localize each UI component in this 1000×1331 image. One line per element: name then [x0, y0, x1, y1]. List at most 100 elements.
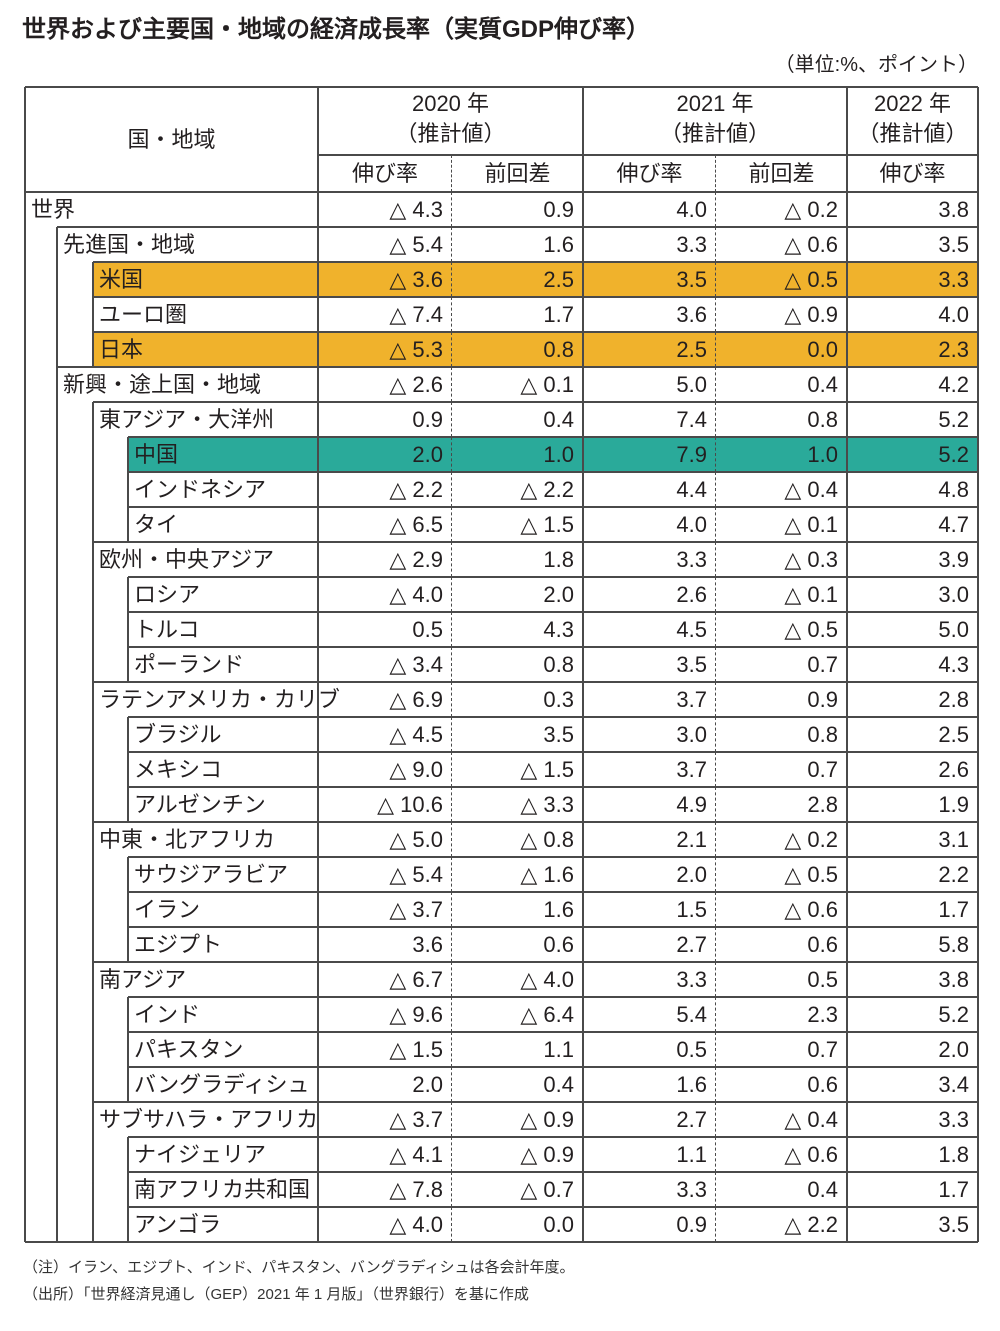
rule — [24, 1172, 26, 1207]
rule — [127, 892, 129, 927]
rule — [715, 1032, 717, 1067]
cell: 1.6 — [676, 1072, 707, 1097]
row-label: サウジアラビア — [134, 862, 289, 887]
rule — [24, 437, 26, 472]
rule — [715, 262, 717, 297]
cell: △ 3.6 — [389, 267, 443, 292]
cell: △ 0.4 — [784, 1107, 838, 1132]
cell: 3.6 — [412, 932, 443, 957]
rule — [582, 892, 584, 927]
rule — [977, 192, 979, 227]
rule — [451, 542, 453, 577]
cell: 3.4 — [938, 1072, 969, 1097]
row-label: パキスタン — [134, 1037, 244, 1062]
rule — [582, 1102, 584, 1137]
rule — [56, 297, 58, 332]
rule — [317, 1032, 319, 1067]
cell: 5.4 — [676, 1002, 707, 1027]
row-label: タイ — [134, 512, 179, 537]
cell: △ 5.3 — [389, 337, 443, 362]
row-label: 欧州・中央アジア — [99, 547, 275, 572]
rule — [582, 682, 584, 717]
rule — [451, 367, 453, 402]
column-header: 前回差 — [748, 161, 815, 186]
cell: △ 4.5 — [389, 722, 443, 747]
rule — [56, 787, 58, 822]
rule — [24, 822, 26, 857]
rule — [977, 822, 979, 857]
rule — [92, 1102, 94, 1137]
cell: 0.7 — [807, 652, 838, 677]
rule — [24, 402, 26, 437]
cell: △ 0.8 — [520, 827, 574, 852]
cell: 2.7 — [676, 1107, 707, 1132]
row-label: 世界 — [31, 197, 76, 222]
rule — [317, 1067, 319, 1102]
rule — [451, 155, 453, 192]
cell: 2.5 — [938, 722, 969, 747]
cell: 0.0 — [543, 1212, 574, 1237]
cell: 1.7 — [543, 302, 574, 327]
rule — [715, 297, 717, 332]
rule — [127, 927, 129, 962]
cell: △ 2.9 — [389, 547, 443, 572]
rule — [715, 332, 717, 367]
rule — [127, 857, 129, 892]
rule — [846, 962, 848, 997]
row-label: 新興・途上国・地域 — [63, 372, 262, 397]
rule — [715, 542, 717, 577]
rule — [451, 472, 453, 507]
cell: 4.2 — [938, 372, 969, 397]
cell: △ 4.1 — [389, 1142, 443, 1167]
rule — [127, 612, 129, 647]
rule — [977, 542, 979, 577]
rule — [582, 857, 584, 892]
rule — [56, 437, 58, 472]
cell: 3.0 — [676, 722, 707, 747]
cell: 1.5 — [676, 897, 707, 922]
rule — [451, 787, 453, 822]
rule — [56, 822, 58, 857]
rule — [846, 927, 848, 962]
rule — [92, 262, 94, 297]
cell: 7.9 — [676, 442, 707, 467]
rule — [317, 612, 319, 647]
rule — [317, 332, 319, 367]
rule — [128, 786, 978, 788]
rule — [127, 1032, 129, 1067]
rule — [127, 647, 129, 682]
rule — [92, 1172, 94, 1207]
rule — [92, 1067, 94, 1102]
rule — [317, 717, 319, 752]
cell: 5.2 — [938, 407, 969, 432]
rule — [128, 1066, 978, 1068]
rule — [127, 787, 129, 822]
rule — [92, 997, 94, 1032]
row-highlight — [93, 262, 978, 297]
rule — [317, 402, 319, 437]
cell: 2.8 — [938, 687, 969, 712]
cell: 2.6 — [938, 757, 969, 782]
rule — [451, 437, 453, 472]
rule — [92, 892, 94, 927]
row-label: ナイジェリア — [134, 1142, 267, 1167]
rule — [846, 717, 848, 752]
rule — [127, 577, 129, 612]
cell: △ 4.0 — [520, 967, 574, 992]
rule — [25, 86, 978, 88]
cell: 1.7 — [938, 1177, 969, 1202]
rule — [451, 1172, 453, 1207]
rule — [56, 962, 58, 997]
rule — [24, 542, 26, 577]
cell: 1.1 — [676, 1142, 707, 1167]
rule — [846, 332, 848, 367]
row-label: 先進国・地域 — [63, 232, 196, 257]
cell: 1.8 — [543, 547, 574, 572]
rule — [127, 1067, 129, 1102]
rule — [92, 857, 94, 892]
cell: △ 0.9 — [520, 1107, 574, 1132]
cell: △ 0.1 — [784, 582, 838, 607]
cell: 2.1 — [676, 827, 707, 852]
row-label: ユーロ圏 — [99, 302, 188, 327]
rule — [24, 472, 26, 507]
